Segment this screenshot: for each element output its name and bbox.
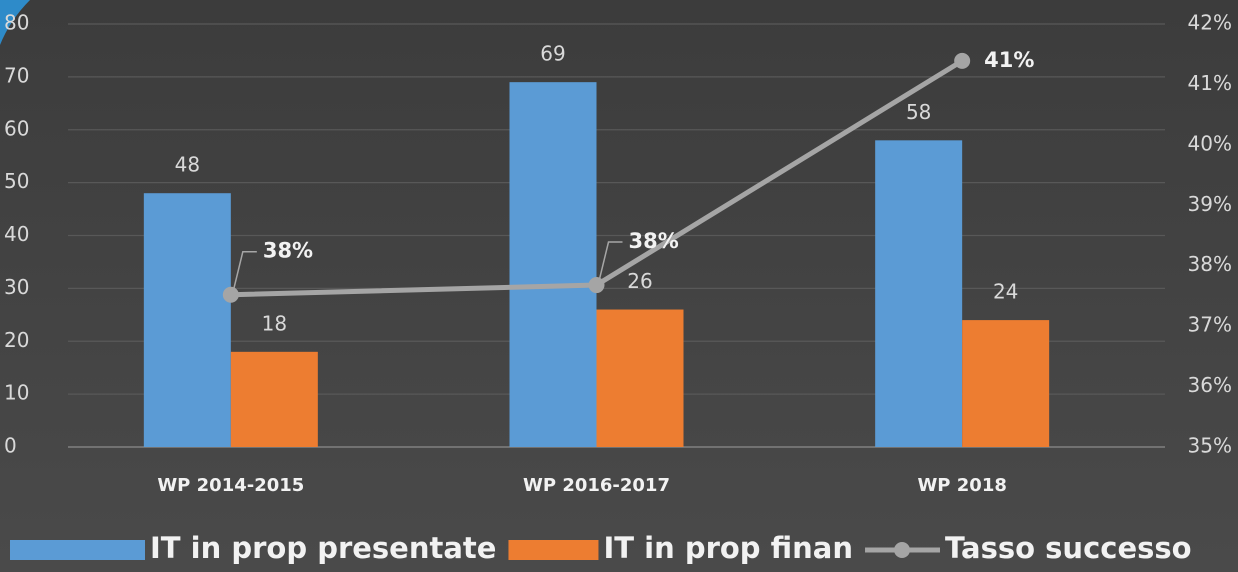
- x-tick-label: WP 2014-2015: [157, 475, 304, 496]
- y2-tick-label: 36%: [1188, 373, 1232, 397]
- y-tick-label: 80: [4, 11, 29, 35]
- y2-tick-label: 38%: [1188, 252, 1232, 276]
- legend-swatch: [10, 540, 145, 560]
- y2-tick-label: 40%: [1188, 131, 1232, 155]
- y-tick-label: 40: [4, 222, 29, 246]
- bar: [962, 320, 1050, 447]
- line-marker: [954, 52, 971, 69]
- y2-tick-label: 39%: [1188, 192, 1232, 216]
- line-value-label: 41%: [984, 48, 1034, 72]
- label-leader: [233, 250, 257, 289]
- legend-label: Tasso successo: [945, 531, 1192, 565]
- y2-tick-label: 42%: [1188, 11, 1232, 35]
- bar-value-label: 58: [906, 100, 931, 124]
- y-tick-label: 50: [4, 169, 29, 193]
- line-value-label: 38%: [629, 229, 679, 253]
- bar: [875, 140, 963, 447]
- corner-decoration: [0, 0, 30, 45]
- bar-value-label: 18: [262, 311, 287, 335]
- label-leader: [598, 241, 623, 280]
- line-marker: [222, 286, 239, 303]
- x-tick-label: WP 2018: [917, 475, 1006, 496]
- y2-tick-label: 37%: [1188, 313, 1232, 337]
- bar: [230, 351, 318, 447]
- y2-tick-label: 41%: [1188, 71, 1232, 95]
- y-tick-label: 30: [4, 275, 29, 299]
- y-tick-label: 20: [4, 328, 29, 352]
- x-tick-label: WP 2016-2017: [523, 475, 670, 496]
- bar-value-label: 24: [993, 280, 1018, 304]
- legend-swatch: [508, 540, 599, 560]
- bar: [143, 193, 231, 447]
- y-tick-label: 0: [4, 434, 17, 458]
- line-value-label: 38%: [263, 239, 313, 263]
- y-tick-label: 10: [4, 381, 29, 405]
- bar-value-label: 26: [627, 269, 652, 293]
- bar-value-label: 69: [540, 42, 565, 66]
- line-marker: [588, 277, 605, 294]
- legend-label: IT in prop finan: [603, 531, 853, 565]
- bar: [596, 309, 684, 447]
- bar: [509, 82, 597, 447]
- bar-value-label: 48: [175, 153, 200, 177]
- legend-label: IT in prop presentate: [150, 531, 496, 565]
- y-tick-label: 70: [4, 63, 29, 87]
- y-tick-label: 60: [4, 116, 29, 140]
- legend-marker: [894, 542, 911, 558]
- y2-tick-label: 35%: [1188, 434, 1232, 458]
